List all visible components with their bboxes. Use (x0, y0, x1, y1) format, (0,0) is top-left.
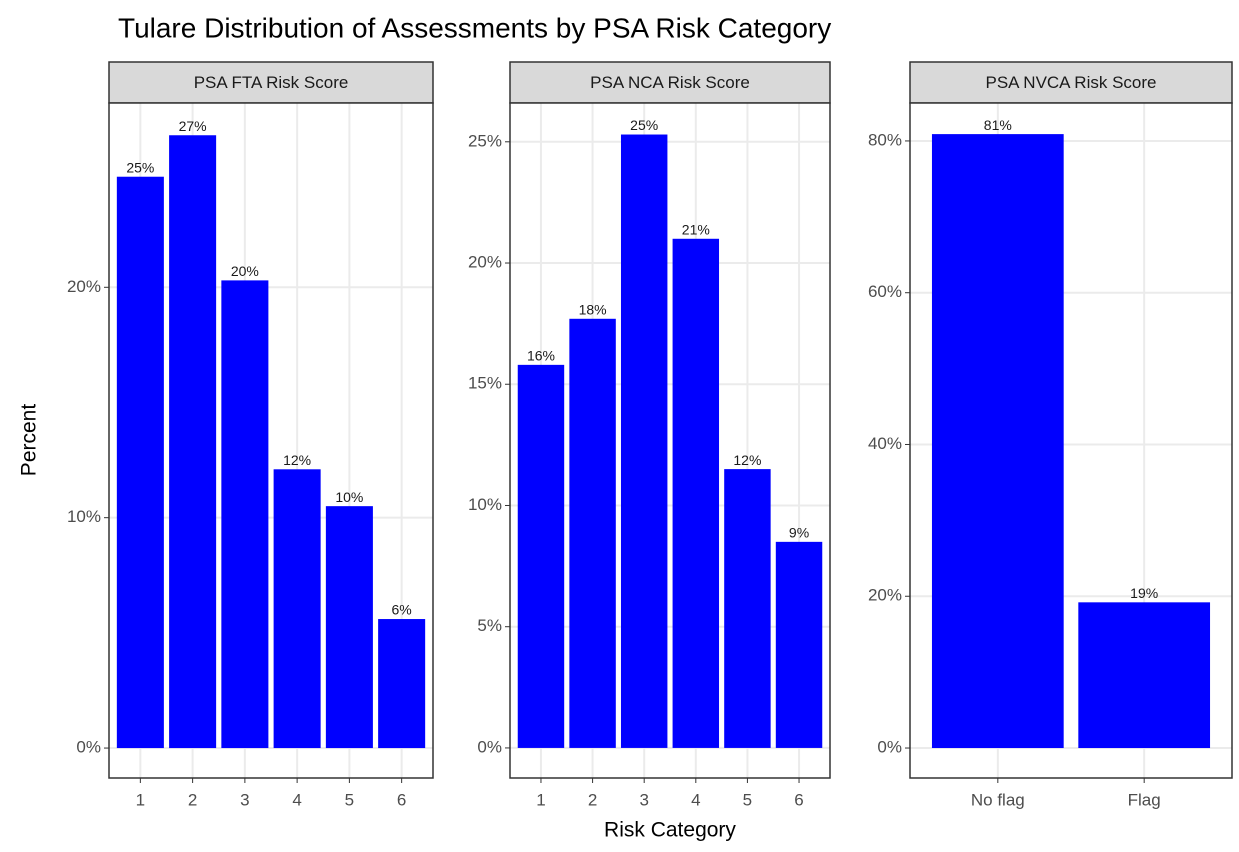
y-tick-label: 20% (868, 586, 902, 605)
x-tick-label: No flag (971, 790, 1025, 809)
value-label: 18% (579, 301, 607, 317)
bar (569, 318, 616, 748)
bar (775, 541, 823, 748)
bar (672, 238, 720, 748)
panel-border (108, 102, 434, 779)
bar (517, 364, 565, 748)
x-tick-label: 1 (536, 790, 545, 809)
y-axis-label: Percent (18, 404, 41, 477)
x-tick-label: 6 (794, 790, 803, 809)
y-tick-label: 60% (868, 282, 902, 301)
x-tick-label: 5 (345, 790, 354, 809)
y-tick-label: 80% (868, 130, 902, 149)
bar (620, 134, 668, 748)
value-label: 25% (126, 159, 154, 175)
x-tick-label: 1 (136, 790, 145, 809)
bar (1078, 602, 1211, 749)
value-label: 21% (682, 221, 710, 237)
x-tick-label: 2 (188, 790, 197, 809)
strip (909, 61, 1233, 104)
value-label: 27% (179, 118, 207, 134)
value-label: 20% (231, 263, 259, 279)
x-tick-label: 3 (639, 790, 648, 809)
y-tick-label: 5% (477, 616, 502, 635)
value-label: 81% (984, 117, 1012, 133)
x-tick-label: 2 (588, 790, 597, 809)
x-tick-label: 5 (743, 790, 752, 809)
y-tick-label: 15% (468, 374, 502, 393)
bar (724, 469, 771, 748)
y-tick-label: 0% (477, 737, 502, 756)
value-label: 12% (283, 452, 311, 468)
panel-border (909, 102, 1233, 779)
value-label: 9% (789, 525, 809, 541)
x-tick-label: 4 (691, 790, 700, 809)
facet-title: PSA NVCA Risk Score (985, 73, 1156, 92)
bar (116, 176, 164, 749)
value-label: 10% (335, 489, 363, 505)
x-axis-label: Risk Category (604, 819, 736, 842)
value-label: 16% (527, 348, 555, 364)
strip (108, 61, 434, 104)
x-tick-label: Flag (1128, 790, 1161, 809)
value-label: 19% (1130, 585, 1158, 601)
y-tick-label: 10% (67, 507, 101, 526)
y-tick-label: 25% (468, 131, 502, 150)
y-tick-label: 0% (877, 738, 902, 757)
y-tick-label: 10% (468, 495, 502, 514)
bar (273, 469, 321, 749)
x-tick-label: 3 (240, 790, 249, 809)
value-label: 12% (733, 452, 761, 468)
panel-border (509, 102, 831, 779)
x-tick-label: 6 (397, 790, 406, 809)
bar (325, 506, 373, 749)
facet-title: PSA NCA Risk Score (590, 73, 750, 92)
y-tick-label: 40% (868, 434, 902, 453)
value-label: 25% (630, 117, 658, 133)
bar (378, 619, 426, 749)
bar (169, 135, 217, 749)
strip (509, 61, 831, 104)
facet-title: PSA FTA Risk Score (194, 73, 349, 92)
value-label: 6% (392, 602, 412, 618)
x-tick-label: 4 (292, 790, 301, 809)
chart-title: Tulare Distribution of Assessments by PS… (118, 12, 831, 43)
bar (221, 280, 269, 749)
y-tick-label: 20% (67, 277, 101, 296)
y-tick-label: 20% (468, 253, 502, 272)
bar (931, 134, 1064, 749)
y-tick-label: 0% (76, 738, 101, 757)
